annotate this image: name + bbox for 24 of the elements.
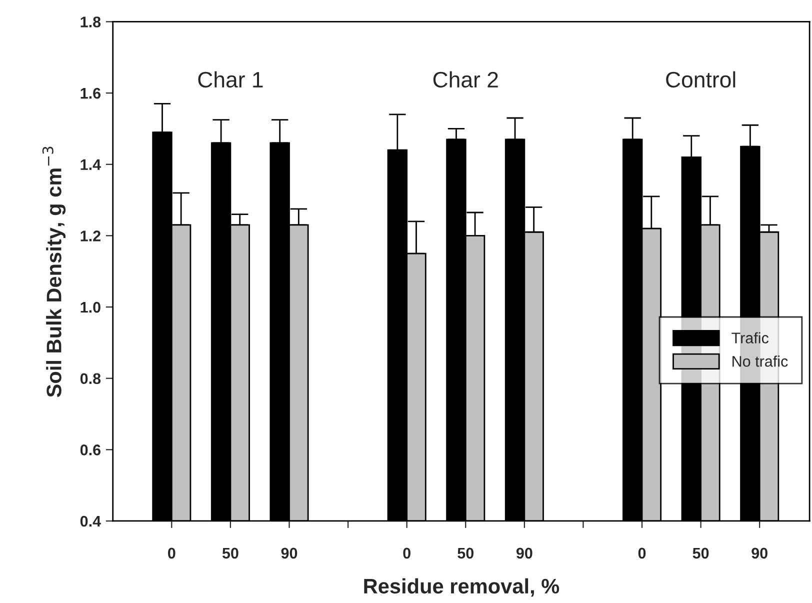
y-tick-label: 1.0 [80, 302, 100, 313]
y-tick-label: 0.8 [80, 373, 101, 384]
x-tick-label: 50 [222, 548, 238, 559]
y-tick-label: 0.4 [80, 516, 101, 527]
legend-label: No trafic [732, 356, 788, 367]
x-tick-label: 0 [403, 548, 410, 559]
y-tick-label: 0.6 [80, 444, 101, 456]
x-tick-label: 90 [752, 548, 768, 559]
legend-label: Trafic [732, 332, 769, 344]
x-axis-title: Residue removal, % [364, 578, 560, 597]
annotation: Char 1 [198, 71, 263, 88]
y-tick-label: 1.6 [80, 88, 101, 99]
y-tick-label: 1.2 [80, 230, 100, 242]
annotation: Control [666, 71, 736, 88]
x-tick-label: 0 [638, 548, 646, 559]
y-axis-title: Soil Bulk Density, g cm$^{−3}$ [42, 146, 66, 398]
x-tick-label: 90 [281, 548, 298, 559]
x-tick-label: 50 [458, 548, 474, 559]
y-tick-label: 1.4 [80, 159, 101, 170]
x-tick-label: 50 [692, 548, 709, 559]
y-tick-label: 1.8 [80, 16, 101, 28]
annotation: Char 2 [433, 71, 498, 88]
x-tick-label: 0 [168, 548, 176, 559]
x-tick-label: 90 [516, 548, 532, 559]
